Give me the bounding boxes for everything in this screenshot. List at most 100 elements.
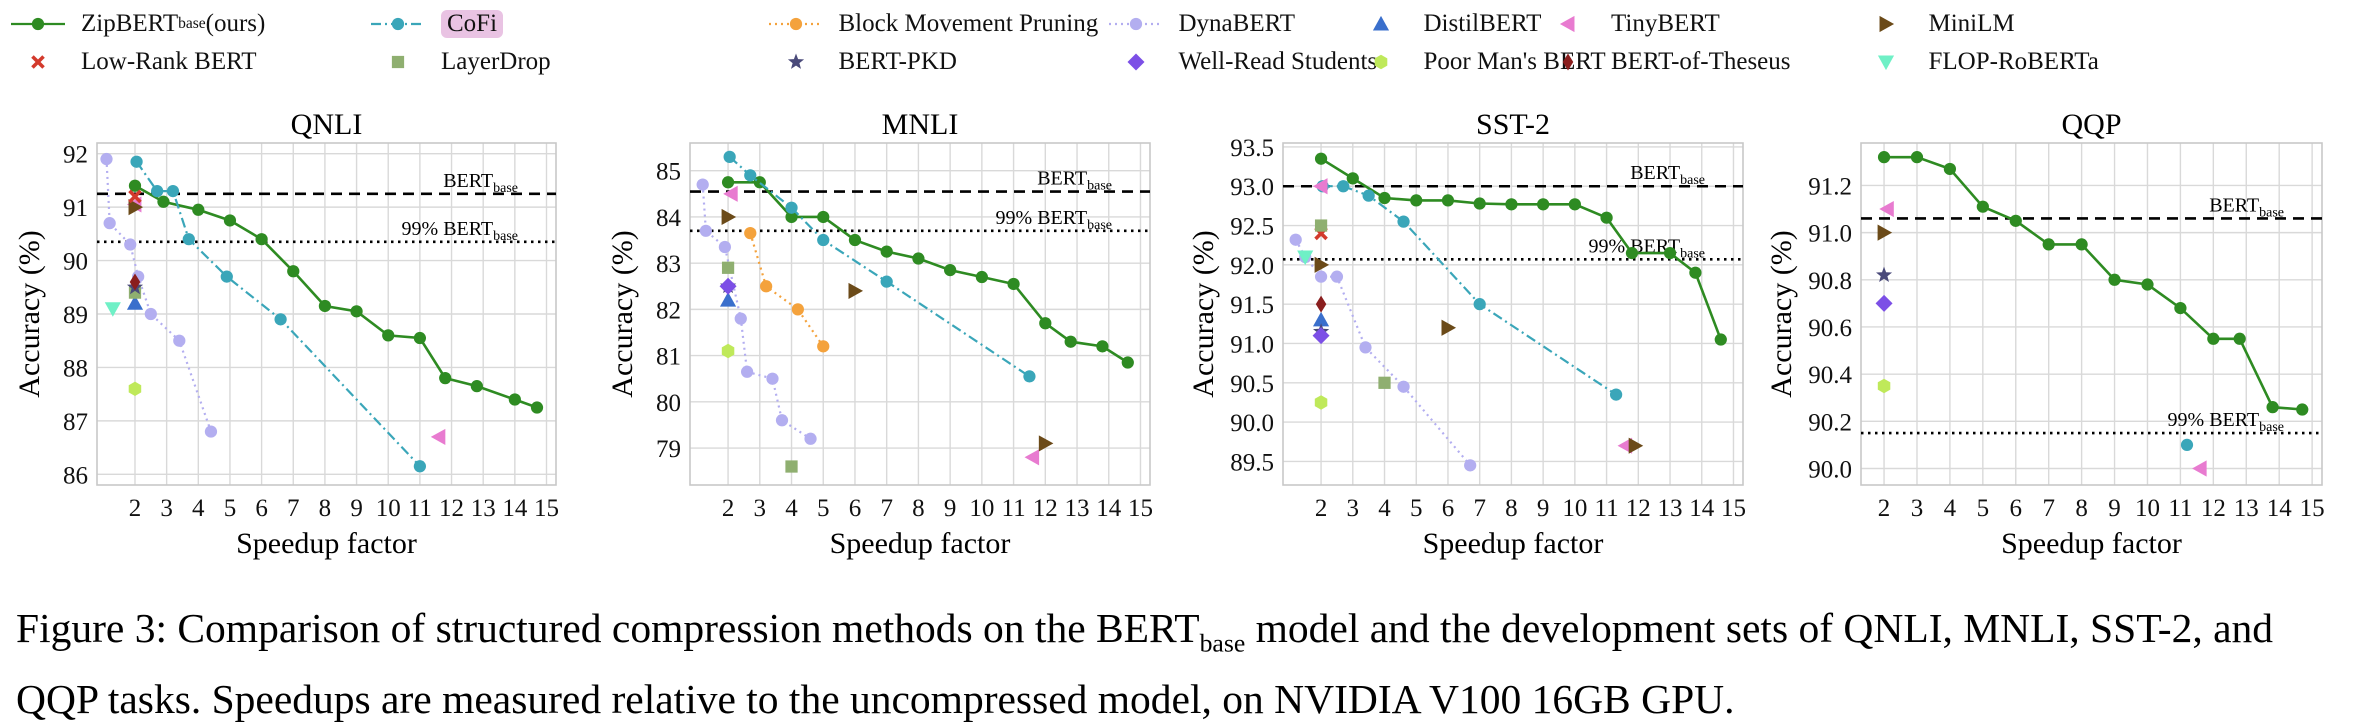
data-point — [287, 265, 300, 278]
legend-marker — [787, 53, 804, 69]
data-point — [1039, 317, 1052, 330]
legend-label: MiniLM — [1928, 10, 2015, 37]
data-point — [129, 273, 141, 291]
data-point — [723, 150, 736, 163]
y-tick-label: 92 — [63, 142, 88, 169]
data-point — [220, 270, 233, 283]
legend-label: DistilBERT — [1423, 10, 1542, 37]
series-flop-roberta — [104, 302, 121, 317]
series-well-read-students — [719, 277, 737, 295]
x-tick-label: 6 — [255, 495, 268, 522]
data-point — [1378, 191, 1391, 205]
data-point — [192, 203, 205, 216]
data-point — [413, 331, 427, 345]
data-point — [848, 282, 864, 299]
data-point — [1314, 219, 1328, 232]
x-tick-label: 5 — [1977, 495, 1990, 522]
data-point — [223, 214, 237, 227]
y-tick-label: 83 — [656, 251, 681, 278]
x-tick-label: 6 — [849, 495, 862, 522]
legend-item-block-movement-pruning: Block Movement Pruning — [767, 6, 1098, 42]
x-tick-label: 14 — [1096, 495, 1122, 522]
plot-frame — [1860, 142, 2323, 486]
data-point — [1568, 198, 1581, 211]
grid — [1283, 143, 1743, 485]
x-tick-label: 7 — [2042, 495, 2055, 522]
data-point — [2108, 273, 2121, 286]
legend-label: ZipBERT — [81, 10, 179, 37]
x-axis-label: Speedup factor — [2001, 527, 2182, 560]
data-point — [157, 195, 170, 208]
x-tick-label: 11 — [408, 495, 432, 522]
legend-label: TinyBERT — [1611, 10, 1720, 37]
data-point — [1315, 295, 1327, 313]
legend-symbol — [1372, 15, 1389, 31]
data-point — [126, 295, 144, 310]
x-tick-label: 9 — [1537, 495, 1550, 522]
legend-label: Poor Man's BERT — [1423, 48, 1606, 75]
legend-item-minilm: MiniLM — [1857, 6, 2015, 42]
y-tick-label: 80 — [656, 390, 681, 417]
y-tick-label: 89 — [63, 302, 88, 329]
data-point — [723, 185, 738, 202]
series-layerdrop — [721, 261, 798, 473]
data-point — [1875, 294, 1893, 312]
x-tick-label: 14 — [502, 495, 528, 522]
series-zipbert-ours — [128, 179, 544, 414]
data-point — [1689, 266, 1702, 279]
data-point — [1297, 250, 1314, 266]
data-point — [1023, 370, 1036, 383]
y-tick-label: 93.5 — [1230, 135, 1274, 162]
y-tick-label: 82 — [656, 297, 681, 324]
x-tick-label: 13 — [1658, 495, 1683, 522]
x-tick-label: 7 — [1473, 495, 1486, 522]
reference-label: 99% BERTbase — [2168, 409, 2284, 435]
data-point — [719, 292, 737, 307]
data-point — [1714, 333, 1727, 346]
series-cofi — [723, 150, 1036, 383]
data-point — [744, 169, 757, 182]
chart-mnli: BERTbase 99% BERTbase 2 3 4 5 6 7 8 9 10 11 12 13 14 15… — [606, 108, 1153, 560]
legend-item-layerdrop: LayerDrop — [369, 44, 551, 80]
legend-label-subscript: base — [178, 15, 206, 32]
x-tick-label: 4 — [785, 495, 798, 522]
y-tick-label: 91.0 — [1230, 331, 1274, 358]
legend-marker — [1562, 53, 1574, 71]
y-tick-label: 90.5 — [1230, 371, 1274, 398]
legend-item-distilbert: DistilBERT — [1352, 6, 1542, 42]
data-point — [1617, 437, 1633, 454]
data-point — [1346, 172, 1359, 185]
y-tick-label: 89.5 — [1230, 449, 1274, 476]
data-point — [1663, 246, 1677, 260]
legend-label: BERT-PKD — [838, 48, 957, 75]
data-point — [1312, 327, 1330, 345]
x-tick-label: 13 — [1065, 495, 1090, 522]
caption-text-2: model and the development sets of QNLI, … — [16, 605, 2273, 723]
series-bert-pkd — [1876, 266, 1893, 282]
data-point — [760, 280, 773, 293]
y-tick-label: 90.2 — [1808, 409, 1852, 436]
x-tick-label: 9 — [944, 495, 957, 522]
y-tick-label: 85 — [656, 159, 681, 186]
data-point — [721, 343, 735, 359]
series-minilm — [721, 208, 1054, 452]
legend-symbol — [1108, 17, 1163, 31]
y-tick-label: 87 — [63, 409, 88, 436]
data-point — [1064, 335, 1077, 348]
data-point — [1378, 376, 1391, 389]
x-axis-label: Speedup factor — [236, 527, 417, 560]
y-tick-label: 81 — [656, 344, 681, 371]
legend-marker — [1374, 54, 1387, 70]
caption-text-1: Figure 3: Comparison of structured compr… — [16, 605, 1200, 651]
data-point — [1330, 270, 1344, 283]
legend-label: LayerDrop — [441, 48, 551, 75]
data-point — [2233, 332, 2246, 345]
data-point — [721, 176, 735, 189]
x-tick-label: 10 — [1562, 495, 1587, 522]
data-point — [2141, 278, 2154, 291]
x-tick-label: 8 — [319, 495, 332, 522]
x-tick-label: 12 — [439, 495, 464, 522]
legend-label: Low-Rank BERT — [81, 48, 257, 75]
x-tick-label: 3 — [160, 495, 173, 522]
